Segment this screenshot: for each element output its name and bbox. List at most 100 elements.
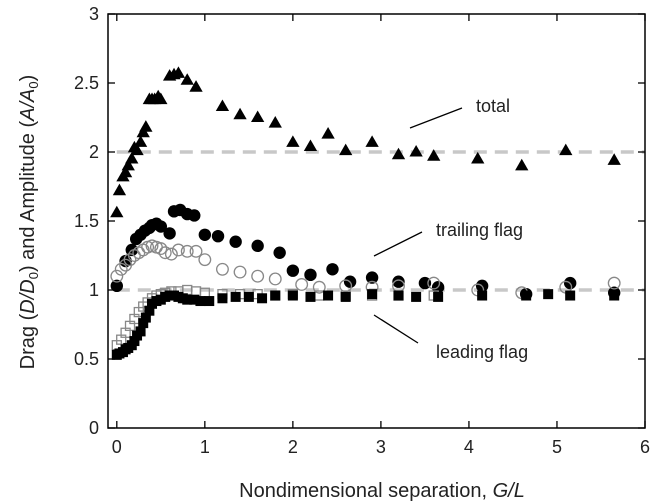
- data-point-open-circle: [427, 276, 441, 290]
- data-point-open-square: [190, 286, 202, 297]
- x-tick-label: 2: [288, 437, 298, 457]
- data-point-triangle: [251, 110, 265, 123]
- y-tick-label: 0: [89, 418, 99, 438]
- x-tick-label: 1: [200, 437, 210, 457]
- data-point-triangle: [121, 158, 135, 171]
- data-point-filled-square: [323, 290, 334, 301]
- data-point-filled-square: [393, 290, 404, 301]
- data-point-open-circle: [114, 262, 128, 276]
- axis-ticks: 0 1 2 3 4 5 6 0 0.5 1 1.5 2 2.5 3: [74, 4, 650, 457]
- data-point-triangle: [118, 165, 133, 178]
- data-point-filled-circle: [326, 263, 339, 276]
- data-point-open-circle: [215, 262, 229, 276]
- data-point-triangle: [321, 127, 335, 139]
- data-point-filled-circle: [392, 275, 405, 288]
- data-point-triangle: [471, 151, 485, 164]
- data-point-triangle: [130, 143, 144, 156]
- data-point-filled-square: [433, 291, 444, 302]
- data-point-open-circle: [154, 242, 168, 256]
- x-tick-label: 0: [112, 437, 122, 457]
- data-point-filled-square: [182, 294, 193, 305]
- data-point-triangle: [365, 135, 379, 147]
- data-point-filled-square: [138, 318, 149, 329]
- data-point-filled-square: [287, 290, 298, 301]
- data-point-filled-square: [135, 326, 146, 337]
- data-point-open-circle: [312, 280, 326, 294]
- series-filled-square: [111, 289, 620, 360]
- data-point-filled-square: [609, 290, 620, 301]
- data-point-open-circle: [198, 253, 212, 267]
- data-point-triangle: [391, 147, 406, 160]
- data-point-open-circle: [607, 276, 621, 290]
- data-point-filled-square: [204, 296, 215, 307]
- data-point-open-circle: [268, 272, 282, 286]
- data-point-filled-square: [565, 290, 576, 301]
- data-point-open-circle: [171, 243, 185, 257]
- data-point-open-circle: [123, 253, 137, 267]
- annotation-total: total: [476, 96, 510, 116]
- data-point-triangle: [215, 99, 230, 112]
- data-point-open-circle: [295, 278, 309, 291]
- data-point-filled-square: [257, 293, 268, 304]
- data-point-filled-square: [305, 291, 316, 302]
- data-point-filled-square: [230, 291, 241, 302]
- y-tick-label: 3: [89, 4, 99, 24]
- data-point-filled-square: [270, 290, 281, 301]
- data-point-triangle: [607, 153, 621, 165]
- data-point-open-circle: [233, 265, 247, 279]
- data-point-filled-circle: [304, 268, 317, 282]
- data-point-triangle: [133, 135, 148, 147]
- data-point-filled-square: [521, 290, 532, 301]
- data-point-filled-circle: [163, 227, 176, 240]
- data-point-filled-circle: [251, 239, 264, 253]
- x-tick-label: 3: [376, 437, 386, 457]
- data-point-filled-square: [195, 296, 206, 307]
- y-tick-label: 1.5: [74, 211, 99, 231]
- data-point-triangle: [559, 143, 573, 156]
- data-point-filled-square: [140, 312, 151, 323]
- y-axis-title: Drag (D/D0) and Amplitude (A/A0): [17, 75, 41, 370]
- data-point-filled-square: [129, 336, 140, 347]
- annotation-leading-flag: leading flag: [436, 342, 528, 362]
- data-point-triangle: [112, 183, 127, 196]
- x-axis-title: Nondimensional separation, G/L: [239, 480, 525, 502]
- data-point-triangle: [139, 120, 153, 132]
- data-point-filled-square: [144, 305, 155, 316]
- data-point-filled-circle: [188, 209, 201, 222]
- data-points: [110, 66, 621, 360]
- x-tick-label: 4: [464, 437, 474, 457]
- data-point-triangle: [125, 151, 139, 164]
- data-point-triangle: [515, 158, 529, 171]
- data-point-open-circle: [189, 244, 203, 258]
- data-point-filled-square: [243, 291, 254, 302]
- data-point-filled-square: [367, 289, 378, 300]
- data-point-filled-square: [477, 290, 488, 301]
- total-callout-line: [409, 107, 463, 129]
- data-point-triangle: [268, 116, 282, 128]
- y-tick-label: 1: [89, 280, 99, 300]
- data-point-open-circle: [164, 247, 178, 261]
- data-point-triangle: [427, 149, 441, 161]
- data-point-filled-circle: [154, 220, 168, 233]
- data-point-triangle: [303, 139, 318, 152]
- data-point-filled-square: [217, 293, 228, 304]
- data-point-triangle: [180, 73, 194, 85]
- data-point-filled-circle: [229, 235, 242, 248]
- x-tick-label: 6: [640, 437, 650, 457]
- data-point-filled-circle: [286, 264, 300, 277]
- data-point-open-circle: [251, 269, 265, 283]
- data-point-filled-square: [340, 291, 351, 302]
- data-point-triangle: [189, 80, 203, 92]
- data-point-triangle: [171, 66, 186, 78]
- series-open-circle: [110, 239, 621, 300]
- data-point-filled-circle: [365, 271, 379, 284]
- data-point-filled-circle: [273, 246, 286, 259]
- data-point-open-circle: [158, 246, 172, 260]
- data-point-filled-square: [189, 294, 200, 305]
- y-tick-label: 2: [89, 142, 99, 162]
- y-tick-label: 2.5: [74, 73, 99, 93]
- data-point-triangle: [286, 135, 300, 147]
- data-point-filled-square: [411, 291, 422, 302]
- annotation-trailing-flag: trailing flag: [436, 220, 523, 240]
